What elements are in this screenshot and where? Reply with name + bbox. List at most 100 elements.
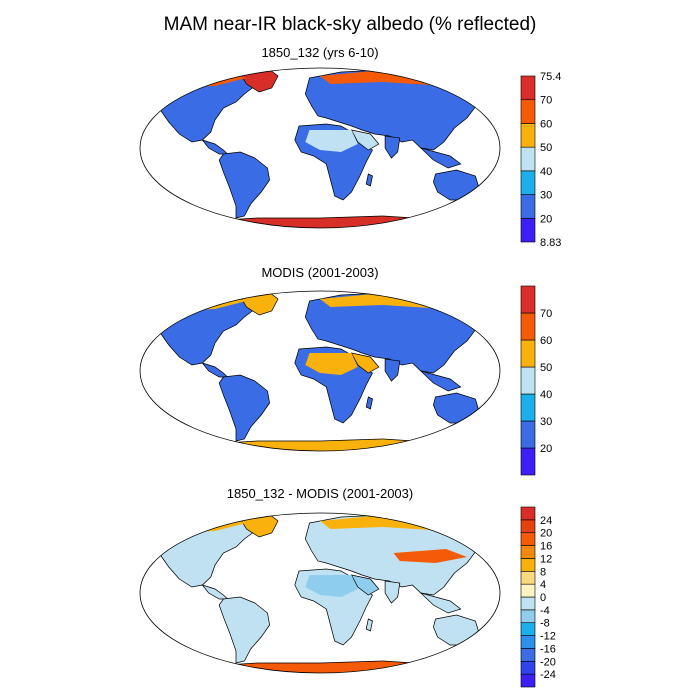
colorbar-tick-label: 12 — [540, 553, 552, 565]
colorbar-swatch — [520, 532, 536, 546]
colorbar-swatch — [520, 519, 536, 534]
map-land-2 — [140, 291, 500, 451]
colorbar-swatch — [520, 673, 536, 688]
namerica-shape — [140, 294, 256, 366]
colorbar-swatch — [520, 285, 536, 314]
colorbar-2: 20 30 40 50 60 70 — [520, 285, 552, 476]
colorbar-tick-label: -8 — [540, 618, 550, 630]
colorbar-swatch — [520, 622, 536, 636]
madagascar-shape — [365, 618, 374, 632]
colorbar-tick-label: 16 — [540, 541, 552, 553]
india-shape — [384, 580, 401, 604]
samerica-shape — [218, 596, 271, 664]
colorbar-tick-label: 8.83 — [540, 237, 561, 249]
colorbar-swatch — [520, 366, 536, 395]
seasia-shape — [420, 370, 462, 392]
colorbar-tick-label: 70 — [540, 308, 552, 320]
australia-shape — [432, 614, 481, 646]
map-land-3 — [140, 513, 500, 673]
india-shape — [384, 135, 401, 159]
colorbar-swatch — [520, 194, 536, 219]
sahara-patch — [305, 575, 358, 597]
map-land-1 — [140, 68, 500, 228]
figure-title: MAM near-IR black-sky albedo (% reflecte… — [163, 14, 537, 35]
colorbar-tick-label: -24 — [540, 669, 556, 681]
colorbar-swatch — [520, 570, 536, 585]
colorbar-tick-label: -16 — [540, 643, 556, 655]
colorbar-tick-label: 50 — [540, 142, 552, 154]
colorbar-tick-label: 30 — [540, 416, 552, 428]
colorbar-swatch — [520, 339, 536, 368]
asia-diff-band — [393, 549, 467, 563]
antarctica-shape — [161, 215, 489, 228]
madagascar-shape — [365, 396, 374, 410]
samerica-shape — [218, 374, 271, 442]
map-panel-3 — [139, 512, 501, 674]
colorbar-swatch — [520, 123, 536, 148]
camerica-shape — [201, 139, 229, 155]
camerica-shape — [201, 584, 229, 600]
antarctica-shape — [161, 660, 489, 673]
colorbar-swatch — [520, 635, 536, 649]
colorbar-tick-label: 40 — [540, 389, 552, 401]
map-outline-2 — [139, 290, 501, 452]
colorbar-tick-label: 60 — [540, 118, 552, 130]
colorbar-swatch — [520, 217, 536, 243]
map-outline-3 — [139, 512, 501, 674]
colorbar-swatch — [520, 648, 536, 662]
map-panel-2 — [139, 290, 501, 452]
camerica-shape — [201, 362, 229, 378]
colorbar-swatch — [520, 420, 536, 449]
colorbar-swatch — [520, 506, 536, 521]
colorbar-tick-label: 8 — [540, 566, 546, 578]
colorbar-tick-label: 20 — [540, 528, 552, 540]
samerica-shape — [218, 151, 271, 219]
sahara-patch — [305, 130, 358, 152]
india-shape — [384, 358, 401, 382]
colorbar-swatch — [520, 447, 536, 476]
map-outline-1 — [139, 67, 501, 229]
colorbar-tick-label: 75.4 — [540, 71, 561, 83]
colorbar-tick-label: 30 — [540, 190, 552, 202]
colorbar-tick-label: 20 — [540, 443, 552, 455]
colorbar-swatch — [520, 583, 536, 598]
colorbar-1: 8.83 20 30 40 50 60 70 75.4 — [520, 71, 561, 249]
seasia-shape — [420, 592, 462, 614]
colorbar-tick-label: 50 — [540, 362, 552, 374]
madagascar-shape — [365, 173, 374, 187]
panel-2-title: MODIS (2001-2003) — [261, 265, 379, 280]
panel-1-title: 1850_132 (yrs 6-10) — [261, 45, 379, 60]
map-panel-1 — [139, 67, 501, 229]
colorbar-tick-label: 4 — [540, 579, 546, 591]
colorbar-tick-label: 20 — [540, 213, 552, 225]
namerica-shape — [140, 71, 256, 143]
colorbar-swatch — [520, 170, 536, 195]
colorbar-tick-label: 70 — [540, 95, 552, 107]
colorbar-swatch — [520, 312, 536, 341]
colorbar-tick-label: 0 — [540, 592, 546, 604]
sahara-patch — [305, 353, 358, 375]
antarctica-shape — [161, 438, 489, 451]
namerica-shape — [140, 516, 256, 588]
colorbar-tick-label: 60 — [540, 335, 552, 347]
seasia-shape — [420, 147, 462, 169]
colorbar-tick-label: -12 — [540, 631, 556, 643]
colorbar-swatch — [520, 660, 536, 675]
colorbar-swatch — [520, 393, 536, 422]
colorbar-tick-label: 24 — [540, 515, 552, 527]
colorbar-swatch — [520, 146, 536, 172]
colorbar-swatch — [520, 75, 536, 101]
colorbar-swatch — [520, 609, 536, 624]
australia-shape — [432, 169, 481, 201]
colorbar-tick-label: 40 — [540, 166, 552, 178]
panel-3-title: 1850_132 - MODIS (2001-2003) — [226, 486, 414, 501]
colorbar-swatch — [520, 558, 536, 572]
colorbar-tick-label: -4 — [540, 605, 550, 617]
colorbar-swatch — [520, 545, 536, 559]
colorbar-swatch — [520, 99, 536, 124]
australia-shape — [432, 392, 481, 424]
colorbar-tick-label: -20 — [540, 656, 556, 668]
colorbar-swatch — [520, 596, 536, 611]
